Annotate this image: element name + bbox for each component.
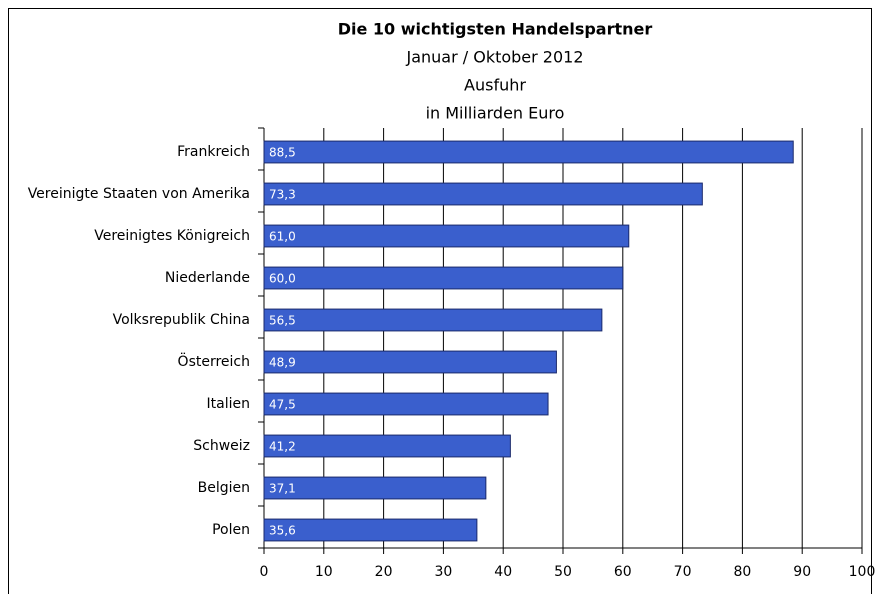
y-tick-label: Polen bbox=[212, 522, 250, 538]
bar bbox=[263, 266, 624, 290]
x-tick-label: 0 bbox=[260, 564, 269, 580]
bar bbox=[263, 350, 557, 374]
value-label: 48,9 bbox=[269, 356, 296, 370]
x-tick-label: 90 bbox=[793, 564, 811, 580]
y-tick-label: Schweiz bbox=[193, 438, 250, 454]
value-label: 35,6 bbox=[269, 524, 296, 538]
y-tick-label: Niederlande bbox=[165, 270, 250, 286]
x-tick-label: 100 bbox=[849, 564, 876, 580]
value-label: 88,5 bbox=[269, 146, 296, 160]
x-tick-label: 10 bbox=[315, 564, 333, 580]
x-tick-label: 80 bbox=[733, 564, 751, 580]
chart-subtitle: Ausfuhr bbox=[464, 76, 526, 95]
x-tick-label: 60 bbox=[614, 564, 632, 580]
y-tick-label: Vereinigtes Königreich bbox=[94, 228, 250, 244]
value-label: 73,3 bbox=[269, 188, 296, 202]
y-tick-label: Volksrepublik China bbox=[113, 312, 250, 328]
x-tick-label: 30 bbox=[434, 564, 452, 580]
value-label: 61,0 bbox=[269, 230, 296, 244]
chart-title: Die 10 wichtigsten Handelspartner bbox=[338, 20, 653, 39]
bar bbox=[263, 224, 630, 248]
bar bbox=[263, 476, 487, 500]
value-label: 47,5 bbox=[269, 398, 296, 412]
chart-subtitle: in Milliarden Euro bbox=[426, 104, 565, 123]
y-tick-label: Belgien bbox=[198, 480, 250, 496]
bar bbox=[263, 182, 703, 206]
value-label: 37,1 bbox=[269, 482, 296, 496]
bar bbox=[263, 518, 478, 542]
chart-subtitle: Januar / Oktober 2012 bbox=[405, 48, 583, 67]
y-tick-label: Italien bbox=[207, 396, 250, 412]
bar bbox=[263, 392, 549, 416]
x-tick-label: 20 bbox=[375, 564, 393, 580]
x-tick-label: 70 bbox=[674, 564, 692, 580]
y-tick-label: Vereinigte Staaten von Amerika bbox=[28, 186, 250, 202]
y-tick-label: Österreich bbox=[178, 352, 250, 370]
bar bbox=[263, 140, 794, 164]
x-tick-label: 50 bbox=[554, 564, 572, 580]
bar bbox=[263, 308, 603, 332]
value-label: 41,2 bbox=[269, 440, 296, 454]
y-tick-label: Frankreich bbox=[177, 144, 250, 160]
bar bbox=[263, 434, 511, 458]
value-label: 56,5 bbox=[269, 314, 296, 328]
x-tick-label: 40 bbox=[494, 564, 512, 580]
value-label: 60,0 bbox=[269, 272, 296, 286]
